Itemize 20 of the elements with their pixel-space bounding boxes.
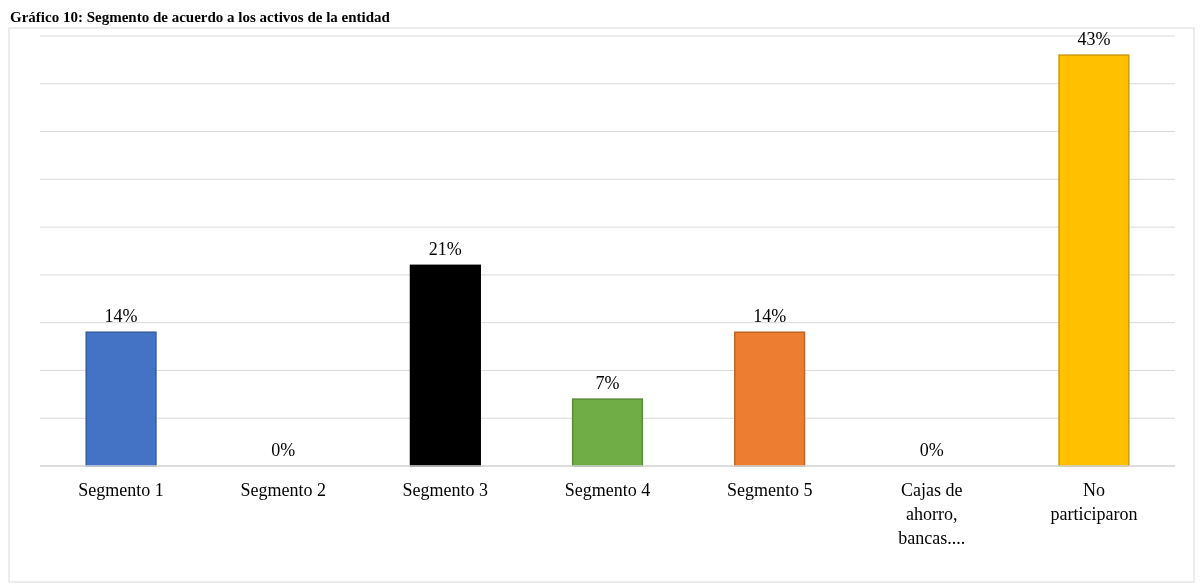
- chart-title: Gráfico 10: Segmento de acuerdo a los activos de la entidad: [10, 9, 391, 25]
- data-label: 7%: [595, 373, 620, 394]
- x-tick-label: Segmento 1: [78, 480, 164, 500]
- x-tick-label: Segmento 5: [726, 480, 813, 500]
- bar: [85, 331, 157, 467]
- data-label: 14%: [753, 306, 787, 327]
- data-label: 43%: [1077, 29, 1111, 50]
- bar: [571, 398, 644, 467]
- x-tick-label: Segmento 2: [240, 480, 326, 500]
- x-tick-label: No participaron: [1050, 480, 1138, 524]
- bar: [409, 264, 481, 467]
- data-label: 0%: [919, 440, 944, 460]
- x-tick-label: Segmento 3: [402, 480, 489, 500]
- data-label: 0%: [271, 440, 296, 460]
- bar: [734, 331, 806, 467]
- x-tick-label: Segmento 4: [564, 480, 651, 500]
- x-tick-label: Cajas de ahorro, bancas....: [898, 480, 966, 548]
- data-label: 21%: [428, 239, 462, 260]
- bar: [1058, 54, 1130, 467]
- data-label: 14%: [104, 306, 138, 327]
